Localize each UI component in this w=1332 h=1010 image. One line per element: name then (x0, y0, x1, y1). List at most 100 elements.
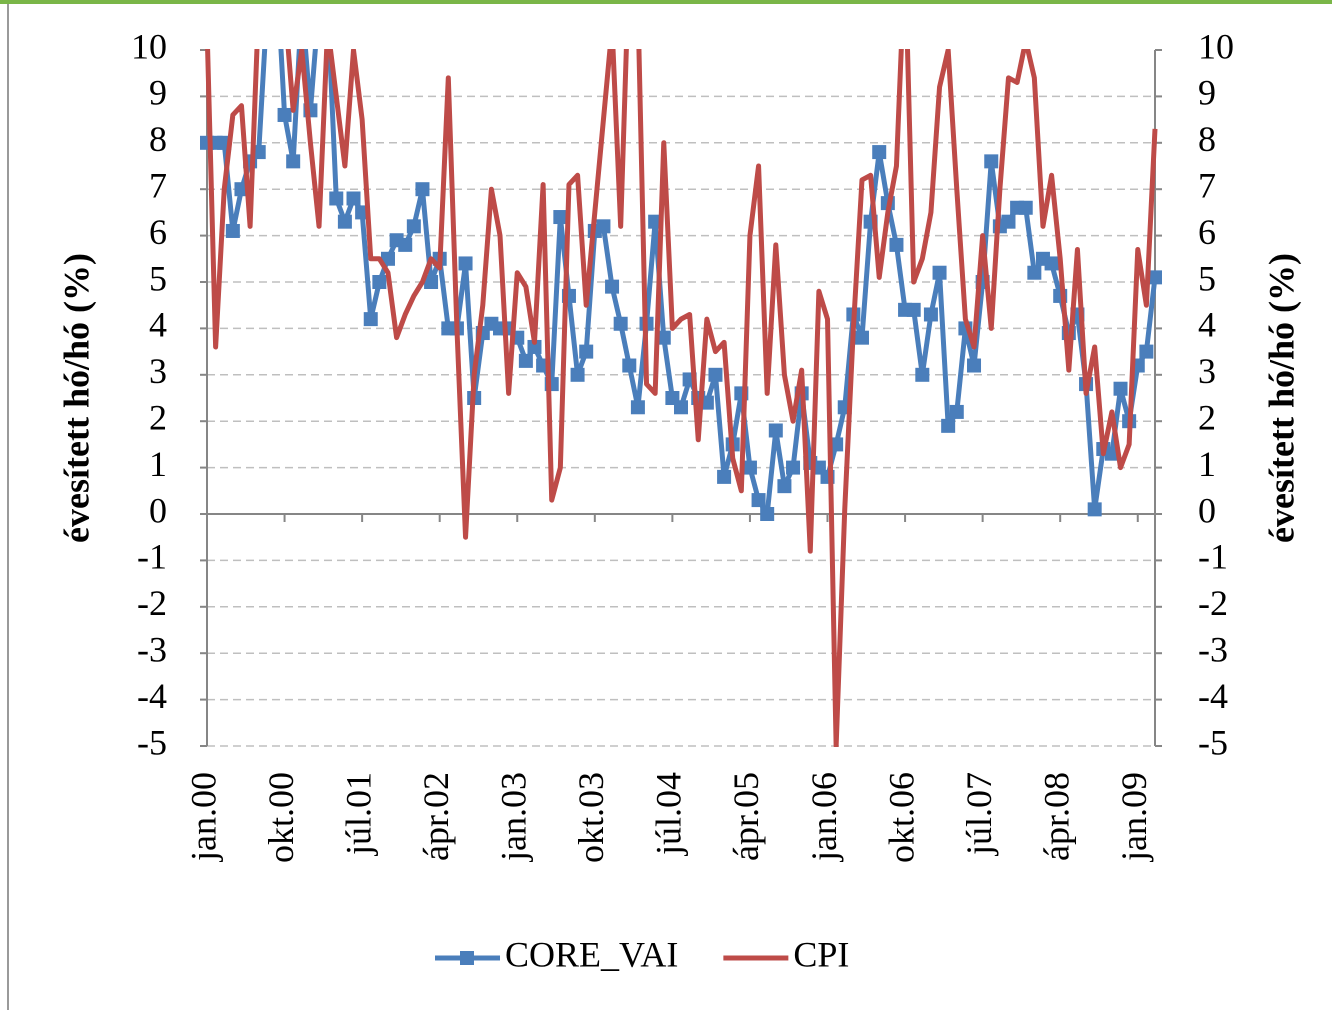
y2-tick-label: 10 (1198, 26, 1234, 66)
marker (829, 437, 844, 452)
marker (372, 275, 387, 289)
marker (923, 307, 938, 322)
marker (346, 191, 361, 206)
marker (717, 469, 732, 484)
marker (286, 154, 301, 169)
top-border (0, 0, 1332, 4)
marker (1044, 256, 1059, 271)
marker (579, 344, 594, 359)
x-tick-label: jan.09 (1114, 772, 1154, 863)
y2-tick-label: -4 (1198, 676, 1228, 716)
marker (932, 265, 947, 280)
y2-tick-label: 4 (1198, 305, 1216, 345)
x-tick-label: jan.03 (494, 772, 534, 863)
y2-axis-label: évesített hó/hó (%) (1261, 253, 1301, 543)
marker (760, 507, 775, 521)
y-tick-label: 2 (149, 397, 167, 437)
y2-tick-label: -5 (1198, 722, 1228, 762)
y-tick-label: 9 (149, 73, 167, 113)
marker (527, 339, 542, 354)
marker (674, 400, 688, 415)
y-tick-label: -5 (137, 722, 167, 762)
y2-tick-label: 9 (1198, 73, 1216, 113)
y2-tick-label: 2 (1198, 397, 1216, 437)
y2-tick-label: 5 (1198, 258, 1216, 298)
y2-tick-label: 8 (1198, 119, 1216, 159)
x-tick-label: ápr.02 (416, 772, 456, 861)
x-tick-label: okt.06 (881, 772, 921, 863)
marker (854, 330, 869, 345)
y2-tick-label: -1 (1198, 537, 1228, 577)
x-tick-label: okt.00 (261, 772, 301, 863)
y-tick-label: 5 (149, 258, 167, 298)
marker (872, 145, 887, 160)
marker (415, 182, 430, 197)
y-axis-label: évesített hó/hó (%) (56, 253, 96, 543)
marker (777, 479, 792, 494)
marker (613, 316, 628, 331)
y-tick-label: -1 (137, 537, 167, 577)
marker (337, 214, 352, 229)
marker (605, 279, 620, 294)
marker (630, 400, 645, 415)
line (205, 49, 1158, 747)
marker (1113, 381, 1128, 396)
marker (225, 223, 240, 238)
legend-marker (460, 951, 474, 965)
y-tick-label: 0 (149, 490, 167, 530)
marker (915, 367, 930, 382)
legend-label: CPI (793, 934, 849, 974)
y-tick-label: 10 (131, 26, 167, 66)
y-tick-label: 7 (149, 165, 167, 205)
y-tick-label: 1 (149, 444, 167, 484)
marker (458, 256, 473, 271)
marker (277, 107, 292, 122)
x-tick-label: ápr.05 (726, 772, 766, 861)
marker (1001, 214, 1016, 229)
marker (949, 404, 964, 419)
marker (329, 191, 344, 206)
marker (656, 330, 671, 345)
marker (984, 154, 999, 169)
marker (380, 251, 395, 266)
x-tick-label: okt.03 (571, 772, 611, 863)
marker (518, 353, 533, 368)
y-tick-label: 3 (149, 351, 167, 391)
marker (1148, 270, 1162, 285)
x-tick-label: júl.07 (959, 772, 999, 857)
y-tick-label: 6 (149, 212, 167, 252)
y2-tick-label: -2 (1198, 583, 1228, 623)
x-tick-label: jan.00 (183, 772, 223, 863)
marker (1018, 200, 1033, 215)
y-tick-label: -3 (137, 629, 167, 669)
x-tick-label: jan.06 (804, 772, 844, 863)
x-tick-label: júl.01 (338, 772, 378, 857)
marker (553, 210, 568, 225)
marker (622, 358, 637, 373)
x-tick-label: ápr.08 (1036, 772, 1076, 861)
marker (786, 460, 801, 475)
marker (406, 219, 421, 234)
y2-tick-label: 0 (1198, 490, 1216, 530)
marker (363, 312, 378, 327)
y2-tick-label: 3 (1198, 351, 1216, 391)
marker (424, 275, 439, 289)
legend-label: CORE_VAI (505, 934, 678, 974)
marker (1027, 265, 1042, 280)
y2-tick-label: 6 (1198, 212, 1216, 252)
marker (751, 493, 766, 508)
y2-tick-label: 1 (1198, 444, 1216, 484)
marker (1139, 344, 1154, 359)
marker (398, 237, 413, 252)
y-tick-label: 8 (149, 119, 167, 159)
marker (906, 302, 921, 317)
marker (708, 367, 723, 382)
y-tick-label: -4 (137, 676, 167, 716)
marker (941, 418, 956, 433)
marker (889, 237, 904, 252)
marker (1087, 502, 1102, 517)
y-tick-label: -2 (137, 583, 167, 623)
marker (570, 367, 585, 382)
x-tick-label: júl.04 (649, 772, 689, 857)
